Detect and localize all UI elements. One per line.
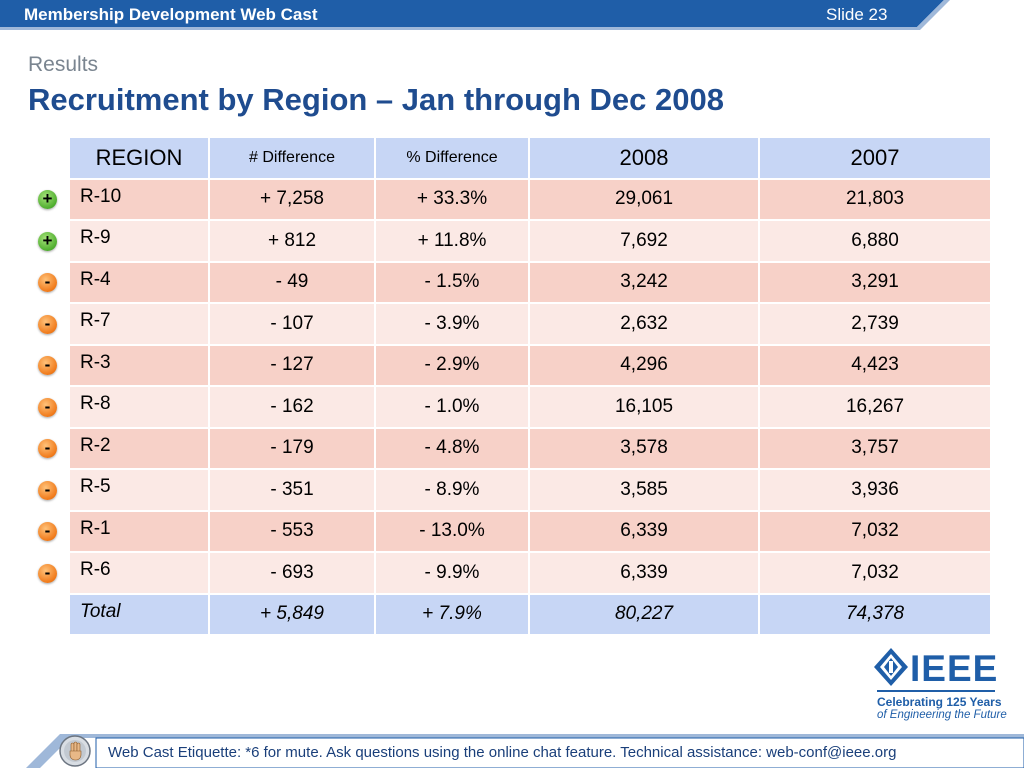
decrease-marker-icon: - — [38, 397, 57, 417]
table-row: R-9 + 812 + 11.8% 7,692 6,880 — [70, 221, 990, 261]
increase-marker-icon: + — [38, 190, 57, 209]
region-cell: R-10 — [70, 179, 208, 219]
table-row: R-3- 127- 2.9% 4,296 4,423 — [70, 345, 990, 385]
results-table: REGION # Difference % Difference 2008 20… — [68, 136, 992, 636]
table-row: R-5- 351- 8.9% 3,585 3,936 — [70, 470, 990, 510]
section-subtitle: Results — [28, 53, 99, 76]
decrease-marker-icon: - — [38, 563, 57, 583]
region-cell: R-9 — [70, 221, 208, 261]
number-difference-cell: - 162 — [210, 387, 374, 427]
decrease-marker-icon: - — [38, 480, 57, 500]
value-2008-cell: 6,339 — [530, 553, 758, 593]
table-header-row: REGION # Difference % Difference 2008 20… — [70, 138, 990, 178]
header-band-shape — [0, 0, 950, 30]
decrease-marker-icon: - — [38, 439, 57, 458]
decrease-marker-icon: - — [38, 522, 57, 541]
webcast-etiquette-text: Web Cast Etiquette: *6 for mute. Ask que… — [108, 744, 897, 761]
percent-difference-cell: - 9.9% — [376, 553, 528, 593]
slide-title: Recruitment by Region – Jan through Dec … — [28, 82, 724, 117]
logo-tagline-2: of Engineering the Future — [877, 709, 1007, 721]
value-2008-cell: 29,061 — [530, 179, 758, 219]
value-2008-cell: 3,585 — [530, 470, 758, 510]
number-difference-cell: + 7,258 — [210, 179, 374, 219]
value-2007-cell: 6,880 — [760, 221, 990, 261]
region-cell: R-8 — [70, 387, 208, 427]
value-2007-cell: 3,291 — [760, 262, 990, 302]
decrease-marker-icon: - — [38, 314, 57, 334]
value-2008-cell: 4,296 — [530, 345, 758, 385]
value-2007-cell: 7,032 — [760, 511, 990, 551]
decrease-marker-icon: - — [38, 356, 57, 375]
value-2007-cell: 3,936 — [760, 470, 990, 510]
percent-difference-cell: - 1.0% — [376, 387, 528, 427]
number-difference-cell: - 107 — [210, 304, 374, 344]
value-2007-cell: 4,423 — [760, 345, 990, 385]
number-difference-cell: - 179 — [210, 428, 374, 468]
column-header-number-difference: # Difference — [210, 138, 374, 178]
region-cell: R-5 — [70, 470, 208, 510]
footer-band — [0, 728, 1024, 768]
percent-difference-cell: + 11.8% — [376, 221, 528, 261]
value-2008-cell: 2,632 — [530, 304, 758, 344]
value-2007-cell: 3,757 — [760, 428, 990, 468]
number-difference-cell: - 351 — [210, 470, 374, 510]
table-row: R-6- 693- 9.9% 6,339 7,032 — [70, 553, 990, 593]
table-row: R-1- 553- 13.0% 6,339 7,032 — [70, 511, 990, 551]
value-2008-cell: 3,242 — [530, 262, 758, 302]
percent-difference-cell: + 33.3% — [376, 179, 528, 219]
webcast-title: Membership Development Web Cast — [24, 5, 318, 24]
ieee-logo-text: IEEE — [910, 648, 999, 689]
value-2008-cell: 6,339 — [530, 511, 758, 551]
number-difference-cell: - 693 — [210, 553, 374, 593]
table-row: R-10 + 7,258 + 33.3% 29,061 21,803 — [70, 179, 990, 219]
number-difference-cell: - 553 — [210, 511, 374, 551]
table-row: R-7- 107- 3.9% 2,632 2,739 — [70, 304, 990, 344]
value-2008-cell: 7,692 — [530, 221, 758, 261]
total-percent-difference: + 7.9% — [376, 594, 528, 634]
percent-difference-cell: - 8.9% — [376, 470, 528, 510]
increase-marker-icon: + — [38, 231, 57, 251]
value-2008-cell: 16,105 — [530, 387, 758, 427]
total-label: Total — [70, 594, 208, 634]
number-difference-cell: - 127 — [210, 345, 374, 385]
logo-divider — [877, 690, 995, 692]
region-cell: R-4 — [70, 262, 208, 302]
column-header-2008: 2008 — [530, 138, 758, 178]
slide-number: Slide 23 — [826, 5, 888, 24]
percent-difference-cell: - 1.5% — [376, 262, 528, 302]
value-2007-cell: 21,803 — [760, 179, 990, 219]
total-number-difference: + 5,849 — [210, 594, 374, 634]
column-header-region: REGION — [70, 138, 208, 178]
table-row: R-8- 162- 1.0% 16,105 16,267 — [70, 387, 990, 427]
value-2007-cell: 7,032 — [760, 553, 990, 593]
decrease-marker-icon: - — [38, 273, 57, 292]
table-row: R-4- 49- 1.5% 3,242 3,291 — [70, 262, 990, 302]
header-band: Membership Development Web Cast Slide 23 — [0, 0, 1024, 30]
region-cell: R-1 — [70, 511, 208, 551]
region-cell: R-2 — [70, 428, 208, 468]
region-cell: R-6 — [70, 553, 208, 593]
percent-difference-cell: - 2.9% — [376, 345, 528, 385]
percent-difference-cell: - 4.8% — [376, 428, 528, 468]
region-cell: R-7 — [70, 304, 208, 344]
value-2008-cell: 3,578 — [530, 428, 758, 468]
table-body: R-10 + 7,258 + 33.3% 29,061 21,803 R-9 + 812 + … — [70, 179, 990, 593]
raised-hand-icon[interactable] — [58, 734, 92, 768]
logo-tagline-1: Celebrating 125 Years — [877, 695, 1002, 709]
total-2007: 74,378 — [760, 594, 990, 634]
table-row: R-2- 179- 4.8% 3,578 3,757 — [70, 428, 990, 468]
percent-difference-cell: - 13.0% — [376, 511, 528, 551]
total-2008: 80,227 — [530, 594, 758, 634]
number-difference-cell: - 49 — [210, 262, 374, 302]
total-row: Total + 5,849 + 7.9% 80,227 74,378 — [70, 594, 990, 634]
percent-difference-cell: - 3.9% — [376, 304, 528, 344]
column-header-2007: 2007 — [760, 138, 990, 178]
number-difference-cell: + 812 — [210, 221, 374, 261]
ieee-diamond-logo-icon — [873, 647, 909, 692]
footer-band-shape — [26, 734, 1024, 768]
value-2007-cell: 16,267 — [760, 387, 990, 427]
region-cell: R-3 — [70, 345, 208, 385]
column-header-percent-difference: % Difference — [376, 138, 528, 178]
value-2007-cell: 2,739 — [760, 304, 990, 344]
